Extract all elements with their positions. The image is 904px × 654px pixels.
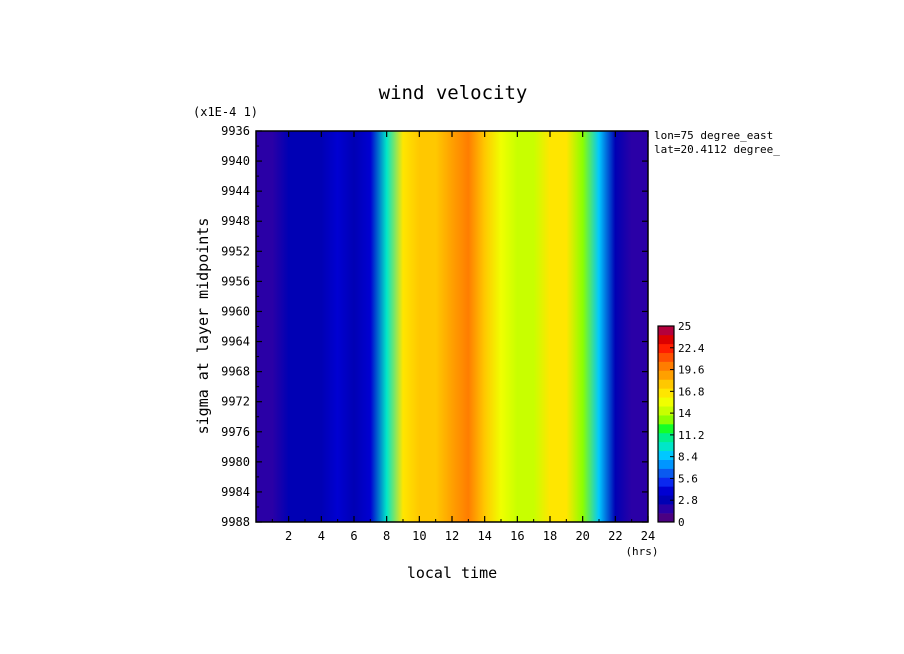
colorbar-label-9: 0 — [678, 516, 685, 529]
y-scale-note: (x1E-4 1) — [193, 105, 258, 119]
y-tick-label-9948: 9948 — [221, 214, 250, 228]
colorbar-label-5: 11.2 — [678, 429, 705, 442]
x-tick-label-24: 24 — [641, 529, 655, 543]
y-tick-label-9976: 9976 — [221, 425, 250, 439]
colorbar: 25 22.4 19.6 16.8 14 11.2 8.4 5.6 2.8 0 — [657, 320, 705, 529]
x-tick-label-8: 8 — [383, 529, 390, 543]
colorbar-swatch-6 — [658, 459, 674, 469]
colorbar-label-4: 14 — [678, 407, 692, 420]
y-tick-label-9972: 9972 — [221, 395, 250, 409]
colorbar-swatch-10 — [658, 424, 674, 434]
x-tick-label-4: 4 — [318, 529, 325, 543]
colorbar-swatch-15 — [658, 379, 674, 389]
x-tick-label-12: 12 — [445, 529, 459, 543]
colorbar-swatch-19 — [658, 343, 674, 354]
x-unit: (hrs) — [625, 545, 658, 558]
colorbar-label-2: 19.6 — [678, 364, 705, 377]
x-tick-label-22: 22 — [608, 529, 622, 543]
y-axis: 9936 9940 9944 9948 9952 9956 9960 9964 9968 9972… — [221, 124, 648, 529]
colorbar-label-1: 22.4 — [678, 342, 705, 355]
contour-field — [256, 131, 648, 522]
y-tick-label-9968: 9968 — [221, 365, 250, 379]
x-tick-label-2: 2 — [285, 529, 292, 543]
colorbar-swatch-21 — [658, 326, 674, 336]
colorbar-swatch-2 — [658, 495, 674, 505]
colorbar-swatch-3 — [658, 486, 674, 496]
x-tick-label-16: 16 — [510, 529, 524, 543]
annotation-0: lon=75 degree_east — [654, 129, 773, 142]
colorbar-swatch-18 — [658, 352, 674, 362]
y-tick-label-9960: 9960 — [221, 304, 250, 318]
colorbar-swatch-7 — [658, 450, 674, 460]
colorbar-frame — [657, 325, 675, 523]
x-axis-label: local time — [407, 564, 497, 582]
x-tick-label-14: 14 — [477, 529, 491, 543]
colorbar-swatch-1 — [658, 504, 674, 514]
colorbar-swatch-20 — [658, 334, 674, 345]
y-tick-label-9980: 9980 — [221, 455, 250, 469]
colorbar-swatch-0 — [658, 513, 674, 523]
colorbar-label-7: 5.6 — [678, 472, 698, 485]
y-tick-label-9936: 9936 — [221, 124, 250, 138]
colorbar-swatch-4 — [658, 477, 674, 487]
y-tick-label-9988: 9988 — [221, 515, 250, 529]
colorbar-swatch-5 — [658, 468, 674, 478]
y-tick-label-9944: 9944 — [221, 184, 250, 198]
y-axis-label: sigma at layer midpoints — [194, 218, 212, 435]
colorbar-label-8: 2.8 — [678, 494, 698, 507]
colorbar-swatch-17 — [658, 361, 674, 371]
chart-title: wind velocity — [379, 82, 528, 104]
x-tick-label-6: 6 — [350, 529, 357, 543]
y-tick-label-9984: 9984 — [221, 485, 250, 499]
x-tick-label-10: 10 — [412, 529, 426, 543]
colorbar-swatch-16 — [658, 370, 674, 380]
y-tick-label-9952: 9952 — [221, 244, 250, 258]
colorbar-swatch-8 — [658, 441, 674, 452]
colorbar-label-3: 16.8 — [678, 385, 705, 398]
colorbar-swatch-13 — [658, 397, 674, 407]
annotation-1: lat=20.4112 degree_ — [654, 143, 780, 156]
colorbar-swatch-11 — [658, 415, 674, 425]
y-tick-label-9940: 9940 — [221, 154, 250, 168]
colorbar-swatch-14 — [658, 388, 674, 398]
y-tick-label-9964: 9964 — [221, 335, 250, 349]
colorbar-swatch-12 — [658, 406, 674, 416]
x-tick-label-20: 20 — [575, 529, 589, 543]
x-tick-label-18: 18 — [543, 529, 557, 543]
y-tick-label-9956: 9956 — [221, 274, 250, 288]
colorbar-label-0: 25 — [678, 320, 691, 333]
colorbar-label-6: 8.4 — [678, 451, 698, 464]
x-axis: 2 4 6 8 10 12 14 16 18 20 22 24 — [271, 131, 655, 543]
colorbar-swatch-9 — [658, 432, 674, 443]
